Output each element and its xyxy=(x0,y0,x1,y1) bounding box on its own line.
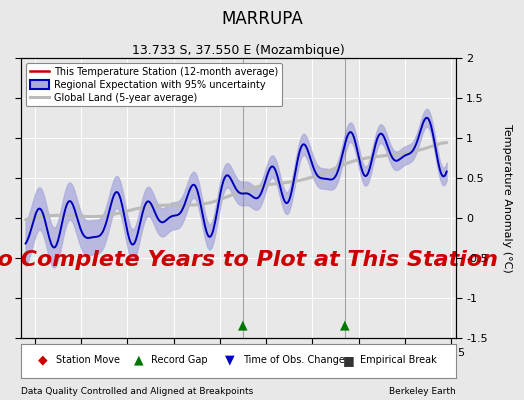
Text: MARRUPA: MARRUPA xyxy=(221,10,303,28)
Legend: This Temperature Station (12-month average), Regional Expectation with 95% uncer: This Temperature Station (12-month avera… xyxy=(26,63,282,106)
Text: Station Move: Station Move xyxy=(56,355,120,365)
Y-axis label: Temperature Anomaly (°C): Temperature Anomaly (°C) xyxy=(502,124,512,272)
Text: ▲: ▲ xyxy=(134,354,144,367)
Text: Time of Obs. Change: Time of Obs. Change xyxy=(243,355,345,365)
Title: 13.733 S, 37.550 E (Mozambique): 13.733 S, 37.550 E (Mozambique) xyxy=(132,44,345,57)
Text: ◆: ◆ xyxy=(38,354,48,367)
Text: Data Quality Controlled and Aligned at Breakpoints: Data Quality Controlled and Aligned at B… xyxy=(21,387,253,396)
Text: ▼: ▼ xyxy=(225,354,235,367)
Text: Record Gap: Record Gap xyxy=(151,355,208,365)
Text: ■: ■ xyxy=(343,354,355,367)
Text: No Complete Years to Plot at This Station: No Complete Years to Plot at This Statio… xyxy=(0,250,498,270)
Text: Empirical Break: Empirical Break xyxy=(360,355,437,365)
Text: Berkeley Earth: Berkeley Earth xyxy=(389,387,456,396)
Text: ▲: ▲ xyxy=(238,318,248,332)
Text: ▲: ▲ xyxy=(340,318,350,332)
